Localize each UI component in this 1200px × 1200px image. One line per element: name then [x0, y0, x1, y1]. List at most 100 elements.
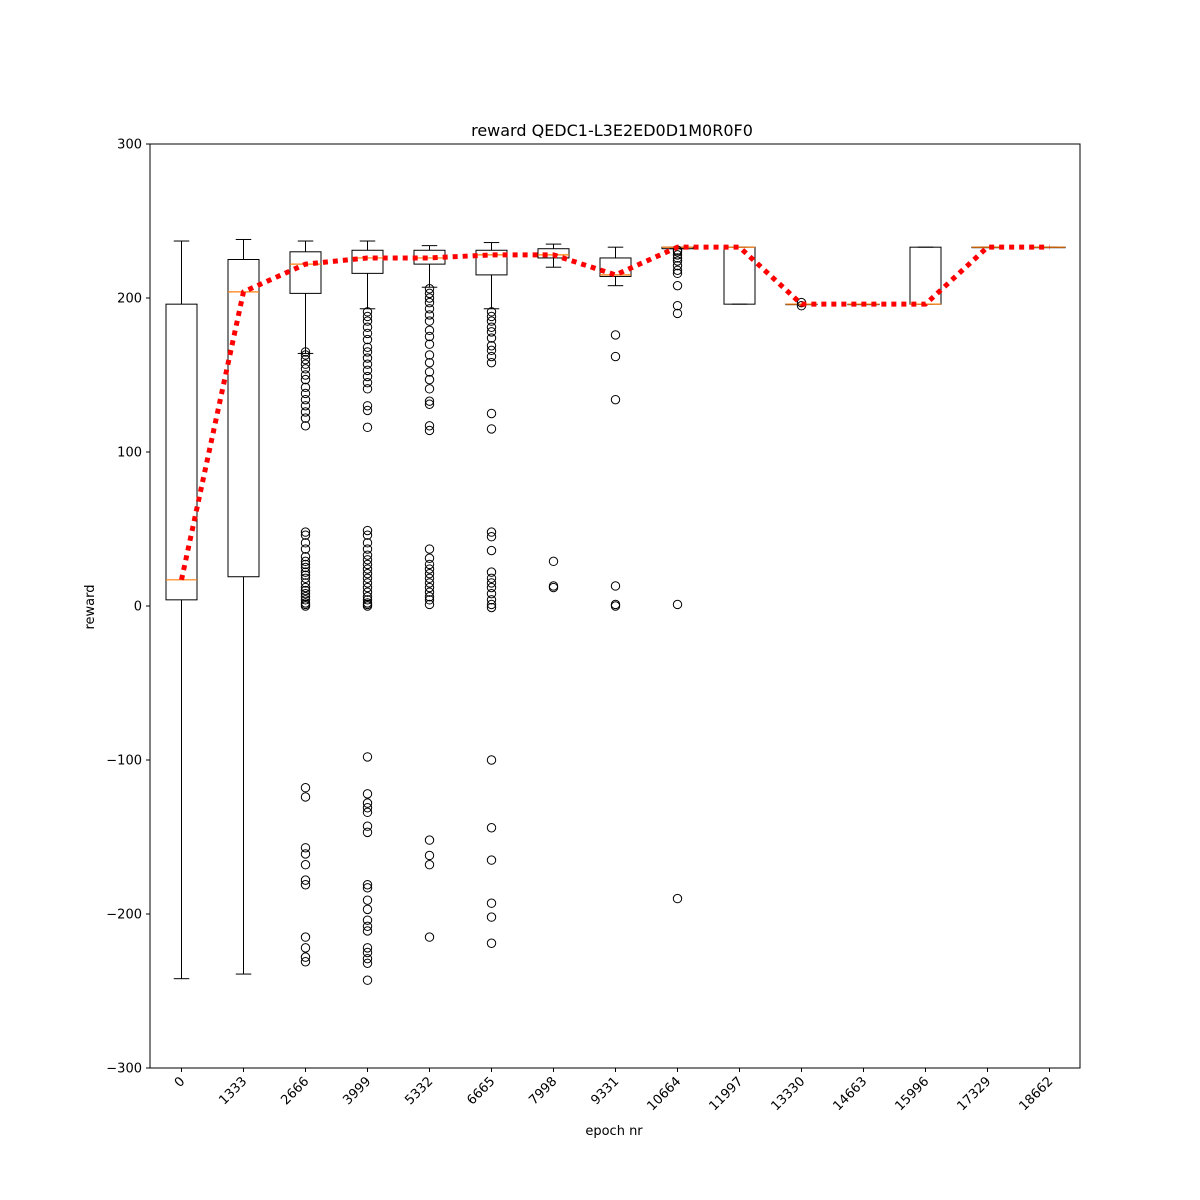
- outlier-point: [362, 353, 373, 363]
- outlier-point: [362, 334, 373, 345]
- outlier-point: [362, 573, 373, 583]
- outlier-point: [362, 921, 373, 932]
- outlier-point: [300, 388, 311, 399]
- outlier-point: [424, 367, 435, 377]
- outlier-point: [610, 394, 621, 405]
- outlier-point: [362, 883, 373, 893]
- outlier-point: [424, 339, 435, 349]
- box-group-11997: [723, 246, 756, 305]
- outlier-point: [362, 559, 373, 570]
- outlier-point: [362, 807, 373, 818]
- outlier-point: [672, 260, 683, 271]
- outlier-point: [300, 957, 311, 967]
- outlier-point: [362, 550, 373, 560]
- outlier-point: [486, 532, 497, 542]
- outlier-point: [610, 351, 621, 362]
- outlier-point: [424, 310, 435, 320]
- outlier-point: [486, 855, 497, 865]
- box-group-3999: [351, 240, 384, 985]
- outlier-point: [486, 567, 497, 577]
- outlier-point: [424, 293, 435, 303]
- outlier-point: [424, 384, 435, 394]
- outlier-point: [300, 538, 311, 548]
- outlier-point: [362, 953, 373, 964]
- outlier-point: [424, 357, 435, 368]
- outlier-point: [362, 601, 373, 611]
- outlier-point: [486, 755, 497, 765]
- outlier-point: [300, 880, 311, 890]
- outlier-point: [486, 327, 497, 337]
- outlier-point: [424, 396, 435, 406]
- outlier-point: [486, 578, 497, 588]
- outlier-point: [300, 413, 311, 423]
- outlier-point: [672, 256, 683, 266]
- outlier-point: [362, 789, 373, 799]
- outlier-point: [362, 975, 373, 985]
- outlier-point: [486, 341, 497, 351]
- outlier-point: [362, 405, 373, 416]
- outlier-point: [362, 915, 373, 925]
- outlier-point: [362, 328, 373, 339]
- outlier-point: [300, 595, 311, 605]
- box-iqr: [227, 259, 260, 578]
- outlier-point: [362, 880, 373, 890]
- outlier-point: [486, 602, 497, 613]
- outlier-point: [672, 253, 683, 263]
- outlier-point: [424, 284, 435, 294]
- outlier-point: [672, 250, 683, 260]
- outlier-point: [486, 823, 497, 833]
- outlier-point: [486, 898, 497, 908]
- outlier-point: [362, 904, 373, 915]
- outlier-point: [300, 370, 311, 380]
- outlier-point: [362, 322, 373, 332]
- outlier-point: [362, 752, 373, 762]
- outlier-point: [424, 559, 435, 570]
- outlier-point: [362, 316, 373, 326]
- outlier-point: [362, 384, 373, 394]
- outlier-point: [362, 401, 373, 411]
- outlier-point: [300, 849, 311, 859]
- outlier-point: [300, 592, 311, 602]
- outlier-point: [424, 331, 435, 342]
- outlier-point: [300, 588, 311, 599]
- outlier-point: [300, 354, 311, 365]
- outlier-point: [424, 599, 435, 610]
- outlier-point: [486, 938, 497, 948]
- x-axis-label: epoch nr: [585, 1124, 643, 1139]
- outlier-point: [362, 365, 373, 376]
- y-axis: −300 −200 −100 0 100 200 300: [106, 138, 150, 1077]
- outlier-point: [610, 581, 621, 591]
- outlier-point: [424, 578, 435, 588]
- box-group-1333: [227, 238, 260, 975]
- outlier-point: [424, 835, 435, 845]
- outlier-point: [300, 943, 311, 953]
- outlier-point: [362, 821, 373, 831]
- outlier-point: [300, 421, 311, 431]
- outlier-point: [362, 803, 373, 813]
- outlier-point: [300, 527, 311, 537]
- outlier-point: [300, 783, 311, 793]
- box-group-10664: [661, 245, 694, 904]
- outlier-point: [486, 545, 497, 556]
- outlier-point: [362, 798, 373, 808]
- outlier-point: [300, 556, 311, 567]
- outlier-point: [610, 601, 621, 611]
- outlier-point: [424, 421, 435, 431]
- box-iqr: [165, 303, 198, 601]
- outlier-point: [300, 578, 311, 588]
- chart-title: reward QEDC1-L3E2ED0D1M0R0F0: [471, 121, 753, 140]
- outlier-point: [486, 912, 497, 922]
- outlier-point: [300, 530, 311, 540]
- outlier-point: [548, 556, 559, 567]
- outlier-point: [424, 568, 435, 579]
- outlier-point: [300, 932, 311, 942]
- outlier-point: [300, 585, 311, 596]
- outlier-point: [362, 595, 373, 605]
- box-iqr: [351, 249, 384, 274]
- outlier-point: [300, 567, 311, 577]
- outlier-point: [362, 342, 373, 352]
- outlier-point: [486, 345, 497, 356]
- outlier-point: [362, 587, 373, 597]
- outlier-point: [424, 374, 435, 385]
